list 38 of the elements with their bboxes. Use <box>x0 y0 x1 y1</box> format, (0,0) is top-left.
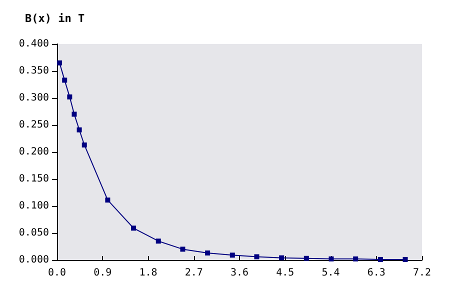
x-tick-label: 1.8 <box>139 268 158 278</box>
y-tick-label: 0.400 <box>18 38 49 50</box>
point <box>105 198 110 203</box>
x-tick-label: 6.3 <box>367 268 386 278</box>
point <box>205 250 210 256</box>
point <box>353 256 358 262</box>
chart-title: B(x) in T <box>25 12 85 25</box>
point <box>57 60 62 66</box>
point <box>131 226 136 231</box>
y-tick-label: 0.100 <box>18 200 49 212</box>
point <box>76 127 82 132</box>
point <box>180 246 186 252</box>
point <box>82 142 87 148</box>
x-tick-label: 0.0 <box>48 268 66 278</box>
point <box>156 238 161 244</box>
point <box>62 78 68 83</box>
x-tick-label: 3.6 <box>230 268 249 278</box>
point <box>230 252 235 258</box>
x-tick-label: 7.2 <box>412 268 432 278</box>
y-tick-label: 0.300 <box>18 92 49 104</box>
point <box>304 256 309 261</box>
point <box>328 256 334 262</box>
x-tick-label: 5.4 <box>322 268 340 278</box>
point <box>67 94 72 100</box>
y-tick-label: 0.150 <box>18 174 49 184</box>
point <box>254 254 260 260</box>
y-tick-label: 0.000 <box>18 254 49 266</box>
point <box>72 112 77 117</box>
point <box>279 255 284 260</box>
point <box>378 256 383 262</box>
y-tick-label: 0.050 <box>18 228 49 238</box>
point <box>402 256 408 262</box>
y-tick-label: 0.200 <box>18 146 49 158</box>
x-tick-label: 4.5 <box>276 268 294 278</box>
x-tick-label: 0.9 <box>94 268 112 278</box>
y-tick-label: 0.250 <box>18 120 49 130</box>
y-tick-label: 0.350 <box>18 66 49 76</box>
x-tick-label: 2.7 <box>184 268 203 278</box>
